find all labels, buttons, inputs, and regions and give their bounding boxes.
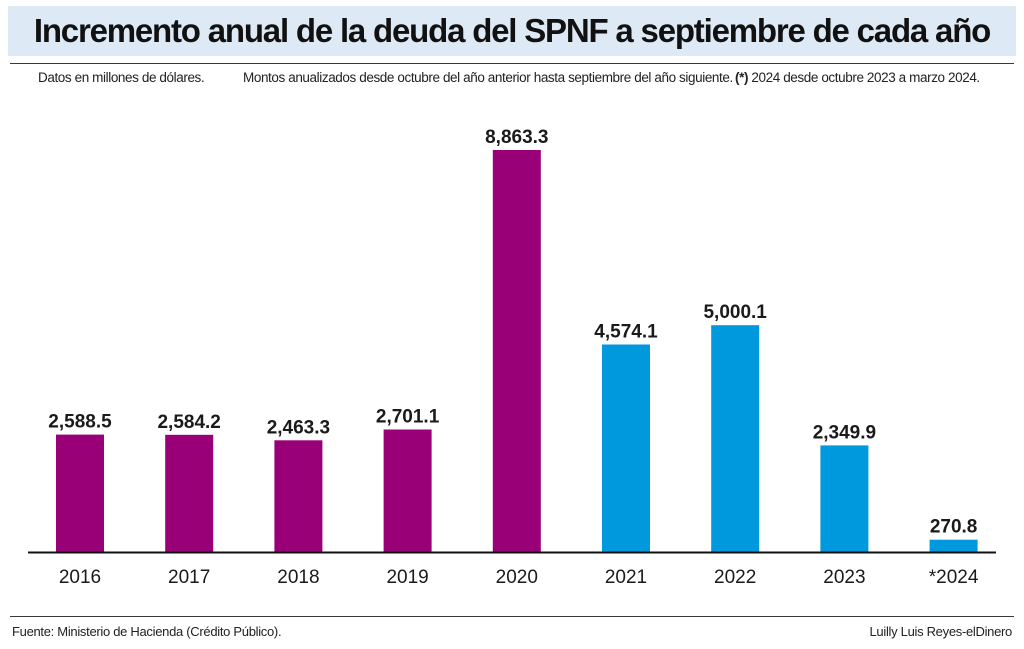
bar-2018 <box>274 440 323 552</box>
category-label: *2024 <box>929 567 979 588</box>
bar-2016 <box>56 434 104 552</box>
top-rule <box>10 63 1014 64</box>
category-label: 2022 <box>714 567 756 588</box>
category-label: 2020 <box>496 567 538 588</box>
units-note: Datos en millones de dólares. <box>38 70 205 85</box>
value-label: 2,463.3 <box>267 417 330 438</box>
source-note: Fuente: Ministerio de Hacienda (Crédito … <box>12 624 282 639</box>
chart-title: Incremento anual de la deuda del SPNF a … <box>33 12 991 49</box>
bar-2017 <box>165 434 214 552</box>
value-label: 270.8 <box>930 517 978 538</box>
value-label: 2,701.1 <box>376 407 440 428</box>
category-label: 2019 <box>386 567 428 588</box>
category-label: 2017 <box>168 567 210 588</box>
asterisk-note: (*) 2024 desde octubre 2023 a marzo 2024… <box>735 70 980 85</box>
category-label: 2018 <box>277 567 319 588</box>
value-label: 2,349.9 <box>813 422 876 443</box>
title-bar: Incremento anual de la deuda del SPNF a … <box>8 6 1016 56</box>
bars-group <box>56 150 978 552</box>
value-label: 2,584.2 <box>157 412 220 433</box>
asterisk-mark: (*) <box>735 70 749 85</box>
labels-group: 2,588.5 2016 2,584.2 2017 2,463.3 2018 2,701.1… <box>48 127 979 588</box>
value-label: 4,574.1 <box>594 322 658 343</box>
bar-2020 <box>492 150 541 552</box>
category-label: 2023 <box>823 567 865 588</box>
bar-2022 <box>711 325 760 552</box>
bar-star-2024 <box>929 539 978 552</box>
asterisk-note-text: 2024 desde octubre 2023 a marzo 2024. <box>751 70 980 85</box>
value-label: 5,000.1 <box>703 302 767 323</box>
period-note: Montos anualizados desde octubre del año… <box>243 70 733 85</box>
category-label: 2016 <box>59 567 101 588</box>
bar-2019 <box>383 429 432 552</box>
category-label: 2021 <box>605 567 647 588</box>
bottom-rule <box>10 616 1014 617</box>
value-label: 8,863.3 <box>485 127 548 148</box>
value-label: 2,588.5 <box>48 412 112 433</box>
bar-2023 <box>820 445 869 552</box>
credit-note: Luilly Luis Reyes-elDinero <box>869 624 1013 639</box>
bar-2021 <box>602 344 650 552</box>
